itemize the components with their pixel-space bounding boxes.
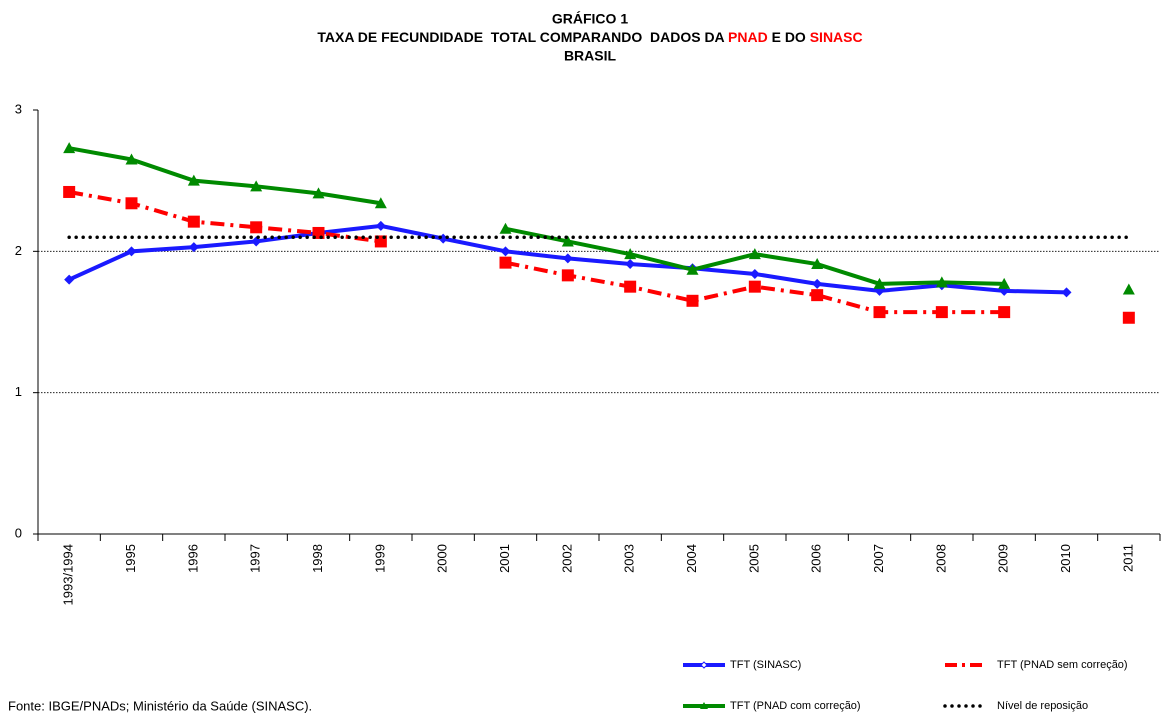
legend-label: Nível de reposição (997, 700, 1088, 712)
x-tick-label: 2011 (1120, 544, 1135, 572)
marker (562, 253, 573, 264)
marker (125, 153, 138, 165)
series-line (69, 148, 1129, 289)
x-tick-label: 2010 (1058, 544, 1073, 573)
subtitle-part: TAXA DE FECUNDIDADE TOTAL COMPARANDO DAD… (317, 29, 728, 45)
marker (250, 221, 263, 234)
marker (1122, 283, 1135, 295)
subtitle-part: SINASC (810, 29, 863, 45)
chart-title: GRÁFICO 1 (552, 11, 628, 27)
marker (1061, 287, 1072, 298)
marker (375, 220, 386, 231)
marker (748, 280, 761, 293)
y-tick-label: 0 (15, 525, 22, 540)
legend-label: TFT (PNAD sem correção) (997, 659, 1128, 671)
marker (998, 277, 1011, 289)
marker (64, 274, 75, 285)
chart-region: BRASIL (564, 48, 617, 64)
marker (374, 197, 387, 209)
x-tick-label: 2006 (809, 544, 824, 573)
x-tick-label: 1993/1994 (61, 544, 76, 605)
marker (998, 306, 1011, 319)
marker (749, 268, 760, 279)
x-tick-label: 2009 (996, 544, 1011, 573)
marker (748, 248, 761, 260)
legend-marker (700, 702, 708, 709)
y-tick-label: 1 (15, 384, 22, 399)
marker (250, 180, 263, 192)
marker (499, 256, 512, 269)
marker (187, 174, 200, 186)
series-line (69, 192, 1129, 318)
marker (812, 278, 823, 289)
marker (873, 306, 886, 319)
x-tick-label: 2003 (622, 544, 637, 573)
x-tick-label: 2005 (746, 544, 761, 573)
x-tick-label: 1995 (123, 544, 138, 573)
marker (499, 222, 512, 234)
marker (125, 197, 138, 210)
marker (625, 259, 636, 270)
x-tick-label: 1997 (248, 544, 263, 573)
legend-label: TFT (PNAD com correção) (730, 700, 861, 712)
marker (935, 306, 948, 319)
marker (187, 215, 200, 228)
x-tick-label: 2002 (559, 544, 574, 573)
marker (935, 276, 948, 288)
marker (251, 236, 262, 247)
x-tick-label: 2008 (933, 544, 948, 573)
chart-subtitle: TAXA DE FECUNDIDADE TOTAL COMPARANDO DAD… (317, 29, 862, 45)
marker (188, 242, 199, 253)
x-tick-label: 2004 (684, 544, 699, 573)
marker (686, 263, 699, 275)
x-tick-label: 1999 (372, 544, 387, 573)
marker (63, 185, 76, 198)
source-note: Fonte: IBGE/PNADs; Ministério da Saúde (… (8, 698, 312, 713)
marker (63, 142, 76, 154)
marker (624, 248, 637, 260)
x-tick-label: 1998 (310, 544, 325, 573)
marker (561, 235, 574, 247)
marker (312, 187, 325, 199)
marker (126, 246, 137, 257)
marker (811, 289, 824, 302)
marker (686, 294, 699, 307)
subtitle-part: E DO (768, 29, 810, 45)
marker (1122, 311, 1135, 324)
x-tick-label: 2007 (871, 544, 886, 573)
x-tick-label: 1996 (185, 544, 200, 573)
y-tick-label: 3 (15, 101, 22, 116)
marker (873, 277, 886, 289)
marker (624, 280, 637, 293)
y-tick-label: 2 (15, 243, 22, 258)
legend-marker (700, 661, 708, 669)
subtitle-part: PNAD (728, 29, 768, 45)
marker (811, 258, 824, 270)
x-tick-label: 2001 (497, 544, 512, 573)
legend-label: TFT (SINASC) (730, 659, 801, 671)
marker (500, 246, 511, 257)
x-tick-label: 2000 (435, 544, 450, 573)
marker (561, 269, 574, 282)
